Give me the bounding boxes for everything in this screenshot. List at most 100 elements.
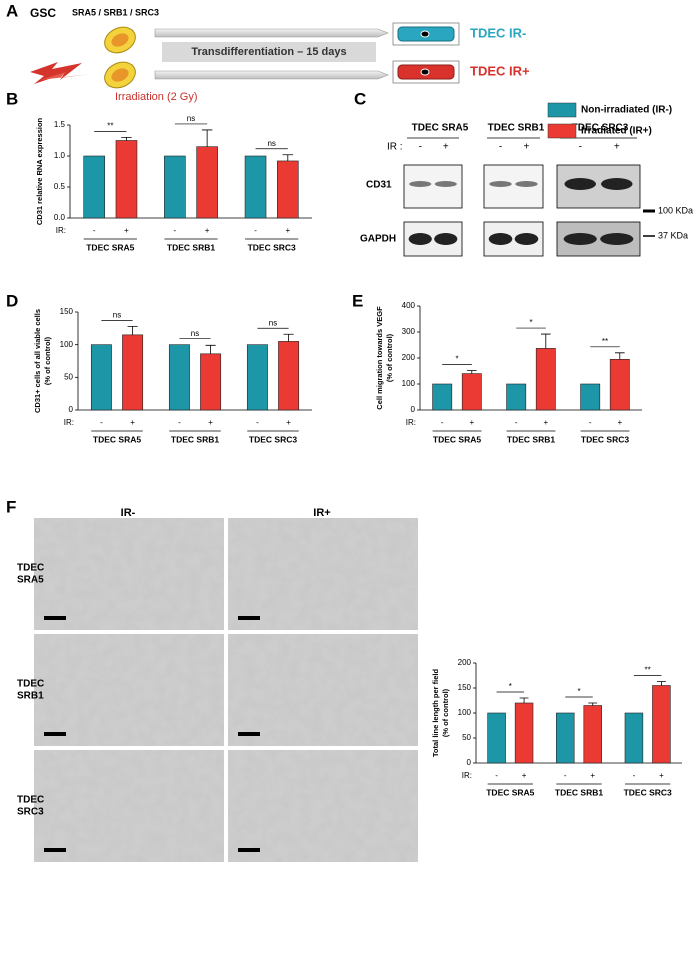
nucleus	[420, 68, 430, 76]
blot-line: TDEC SRA5	[412, 123, 469, 134]
bar	[652, 685, 671, 764]
ir-state: +	[443, 142, 449, 153]
size-marker: 37 KDa	[658, 230, 688, 240]
column-label: IR-	[121, 507, 136, 519]
protein-label: GAPDH	[360, 234, 396, 245]
ir-state: +	[124, 226, 129, 235]
irradiation-label: Irradiation (2 Gy)	[115, 91, 198, 103]
bar	[583, 705, 602, 764]
error-bar	[282, 154, 294, 161]
row-label: TDEC	[17, 563, 44, 574]
y-tick-label: 0	[467, 758, 472, 767]
y-axis-label: CD31+ cells of all viable cells	[33, 309, 42, 413]
error-bar	[205, 344, 216, 354]
ir-state: +	[285, 226, 290, 235]
y-tick-label: 300	[402, 327, 416, 336]
ir-state: +	[205, 226, 210, 235]
ir-label: IR:	[406, 418, 416, 427]
western-blot: TDEC SRA5 TDEC SRB1 TDEC SRC3 IR : CD31 …	[360, 123, 693, 257]
bar	[168, 344, 190, 411]
blot-line: TDEC SRC3	[572, 123, 629, 134]
y-axis-label: (% of control)	[43, 336, 52, 385]
size-marker: 100 KDa	[658, 205, 693, 215]
significance: ns	[269, 318, 277, 327]
ir-state: -	[589, 418, 592, 427]
band	[600, 233, 634, 245]
ir-state: -	[254, 226, 257, 235]
error-bar	[466, 370, 477, 374]
row-label: TDEC	[17, 679, 44, 690]
x-tick-label: TDEC SRA5	[486, 787, 534, 797]
ir-state: +	[617, 418, 622, 427]
panel-letter: F	[6, 497, 16, 516]
blot-line: TDEC SRB1	[488, 123, 545, 134]
ir-state: +	[130, 418, 135, 427]
bar	[244, 155, 267, 219]
y-tick-label: 50	[64, 372, 73, 381]
bar	[278, 341, 300, 411]
bar	[624, 712, 644, 764]
bar	[506, 383, 527, 411]
legend-swatch	[547, 123, 577, 139]
blot-box	[403, 164, 463, 209]
ir-state: +	[659, 771, 664, 780]
cell-frame	[392, 22, 460, 46]
x-tick-label: TDEC SRB1	[555, 787, 603, 797]
y-axis-label: (% of control)	[385, 333, 394, 382]
ir-state: -	[495, 771, 498, 780]
outcome-label: TDEC IR+	[470, 63, 530, 78]
x-tick-label: TDEC SRA5	[93, 434, 141, 444]
y-tick-label: 200	[402, 353, 416, 362]
significance: **	[107, 122, 113, 131]
row-label: SRC3	[17, 807, 44, 818]
significance: ns	[191, 329, 199, 338]
lightning-icon	[40, 72, 90, 80]
y-tick-label: 150	[458, 683, 472, 692]
lightning-icon	[30, 62, 82, 84]
ir-state: -	[564, 771, 567, 780]
x-tick-label: TDEC SRB1	[167, 242, 215, 252]
ir-state: +	[524, 142, 530, 153]
ir-state: +	[614, 142, 620, 153]
band	[488, 233, 513, 245]
ir-state: -	[178, 418, 181, 427]
bar	[556, 712, 575, 764]
ir-state: -	[579, 142, 582, 153]
y-tick-label: 1.0	[54, 151, 66, 160]
y-axis-label: Total line length per field	[431, 668, 440, 757]
cell-frame	[392, 60, 460, 84]
legend-label: Non-irradiated (IR-)	[581, 105, 672, 116]
band	[434, 233, 458, 245]
band	[515, 181, 538, 187]
ir-label: IR :	[387, 142, 403, 153]
micrograph-texture	[34, 518, 224, 630]
bar	[83, 155, 105, 219]
bar	[432, 383, 453, 411]
y-tick-label: 100	[402, 379, 416, 388]
bar	[122, 334, 144, 411]
micrograph-texture	[228, 634, 418, 746]
ir-state: -	[441, 418, 444, 427]
y-tick-label: 400	[402, 301, 416, 310]
micrograph-texture	[228, 518, 418, 630]
band	[408, 233, 432, 245]
ir-state: +	[286, 418, 291, 427]
significance: **	[645, 666, 651, 675]
protein-label: CD31	[366, 180, 392, 191]
band	[564, 178, 597, 190]
schematic: GSC SRA5 / SRB1 / SRC3 Irradiation (2 Gy…	[30, 6, 530, 103]
ir-state: -	[100, 418, 103, 427]
y-tick-label: 1.5	[54, 120, 66, 129]
y-tick-label: 200	[458, 658, 472, 667]
y-tick-label: 150	[60, 307, 74, 316]
micrograph-texture	[228, 750, 418, 862]
ir-state: +	[543, 418, 548, 427]
arrow	[154, 28, 389, 38]
error-bar	[283, 333, 294, 342]
y-axis-label: CD31 relative RNA expression	[35, 117, 44, 225]
micrograph-texture	[34, 634, 224, 746]
band	[600, 178, 633, 190]
ir-state: +	[208, 418, 213, 427]
y-tick-label: 100	[60, 340, 74, 349]
error-bar	[614, 352, 625, 360]
